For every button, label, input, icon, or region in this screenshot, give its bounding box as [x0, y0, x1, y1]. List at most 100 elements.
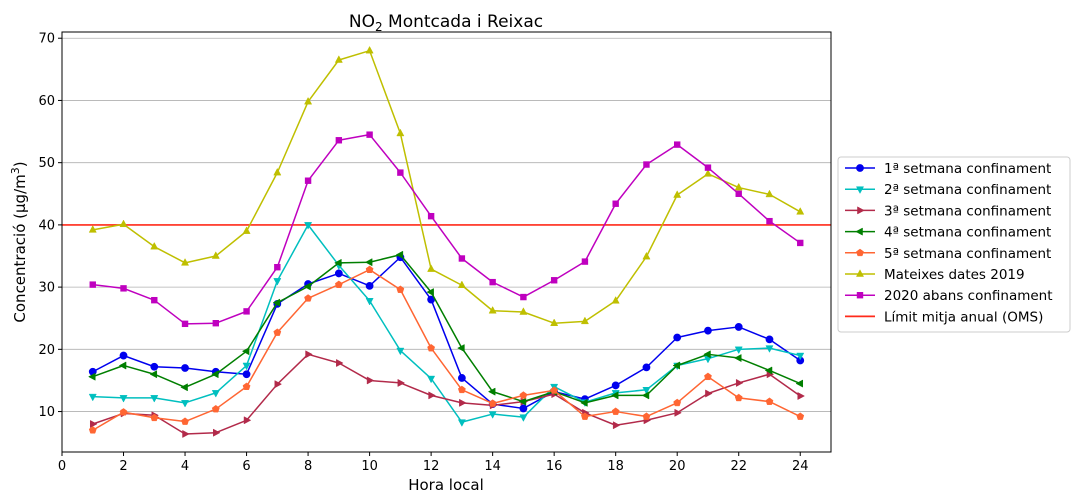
data-point	[458, 255, 466, 262]
data-point	[612, 421, 621, 430]
legend-marker	[855, 186, 865, 194]
data-point	[550, 386, 559, 394]
data-point	[365, 45, 374, 54]
series-line	[92, 133, 801, 325]
legend-marker	[857, 206, 865, 215]
data-point	[151, 296, 158, 304]
data-point	[365, 265, 374, 274]
series-line	[92, 49, 801, 324]
legend-item: 4ª setmana confinament	[845, 225, 1051, 241]
data-point	[489, 278, 496, 286]
data-point	[334, 280, 343, 288]
series-4	[88, 250, 804, 407]
x-tick-label: 8	[304, 459, 312, 474]
data-point	[520, 293, 527, 301]
data-point	[397, 378, 406, 387]
data-point	[242, 362, 251, 371]
legend-label: 4ª setmana confinament	[884, 225, 1051, 241]
y-axis-label: Concentració (μg/m3)	[9, 161, 29, 322]
data-point	[611, 381, 620, 390]
data-point	[396, 128, 405, 137]
x-axis-label: Hora local	[408, 476, 484, 494]
data-point	[519, 307, 528, 315]
data-point	[642, 387, 651, 395]
series-6	[88, 45, 805, 326]
data-point	[735, 190, 742, 197]
data-point	[674, 141, 681, 148]
data-point	[304, 177, 312, 184]
data-point	[180, 383, 188, 392]
legend-label: Mateixes dates 2019	[884, 267, 1025, 283]
data-point	[673, 190, 682, 198]
data-point	[88, 426, 97, 434]
series-line	[92, 353, 801, 435]
x-tick-label: 24	[792, 459, 809, 474]
data-point	[395, 250, 404, 259]
data-point	[365, 281, 374, 290]
data-point	[765, 345, 774, 353]
series-3	[89, 350, 805, 438]
x-tick-label: 16	[546, 459, 563, 474]
data-point	[795, 379, 804, 388]
data-point	[733, 354, 742, 363]
x-tick-label: 6	[242, 459, 250, 474]
series-line	[92, 254, 801, 404]
data-point	[211, 390, 220, 398]
legend-marker	[855, 227, 863, 236]
data-point	[457, 385, 466, 394]
data-point	[242, 370, 251, 379]
legend-frame	[837, 156, 1071, 333]
legend-item: Mateixes dates 2019	[845, 267, 1025, 283]
legend-marker	[856, 248, 864, 257]
data-point	[427, 264, 436, 272]
data-point	[181, 417, 189, 425]
data-point	[89, 419, 98, 429]
data-point	[488, 411, 497, 419]
data-point	[673, 398, 682, 407]
data-point	[734, 346, 743, 355]
x-tick-label: 12	[423, 459, 440, 474]
data-point	[457, 419, 466, 427]
data-point	[243, 308, 250, 315]
data-point	[610, 391, 619, 400]
data-point	[213, 428, 221, 437]
data-point	[150, 413, 159, 422]
data-point	[274, 264, 281, 271]
data-point	[305, 350, 313, 359]
data-point	[519, 404, 528, 413]
data-point	[519, 414, 528, 422]
series-layer	[88, 45, 805, 438]
data-point	[642, 412, 651, 420]
data-point	[243, 416, 252, 425]
data-point	[273, 328, 282, 336]
data-point	[272, 298, 281, 307]
data-point	[796, 412, 805, 420]
data-point	[89, 281, 96, 288]
legend-label: 2ª setmana confinament	[884, 182, 1051, 198]
data-point	[427, 343, 436, 352]
data-point	[274, 380, 283, 389]
data-point	[334, 55, 343, 63]
x-tick-label: 20	[669, 459, 686, 474]
data-point	[641, 391, 650, 400]
y-tick-label: 20	[38, 343, 55, 358]
data-point	[796, 352, 805, 361]
data-point	[518, 397, 527, 406]
data-point	[119, 351, 128, 360]
data-point	[364, 258, 373, 267]
data-point	[242, 226, 251, 234]
data-point	[336, 359, 344, 368]
chart-title: NO2 Montcada i Reixac	[349, 12, 543, 34]
data-point	[705, 389, 713, 398]
data-point	[273, 278, 282, 286]
x-tick-label: 22	[730, 459, 747, 474]
data-point	[181, 364, 189, 372]
data-point	[488, 399, 497, 407]
data-point	[181, 258, 190, 266]
data-point	[273, 167, 282, 176]
data-point	[797, 239, 804, 247]
x-tick-label: 2	[119, 459, 127, 474]
data-point	[550, 277, 558, 284]
data-point	[734, 393, 743, 402]
data-point	[150, 241, 159, 250]
